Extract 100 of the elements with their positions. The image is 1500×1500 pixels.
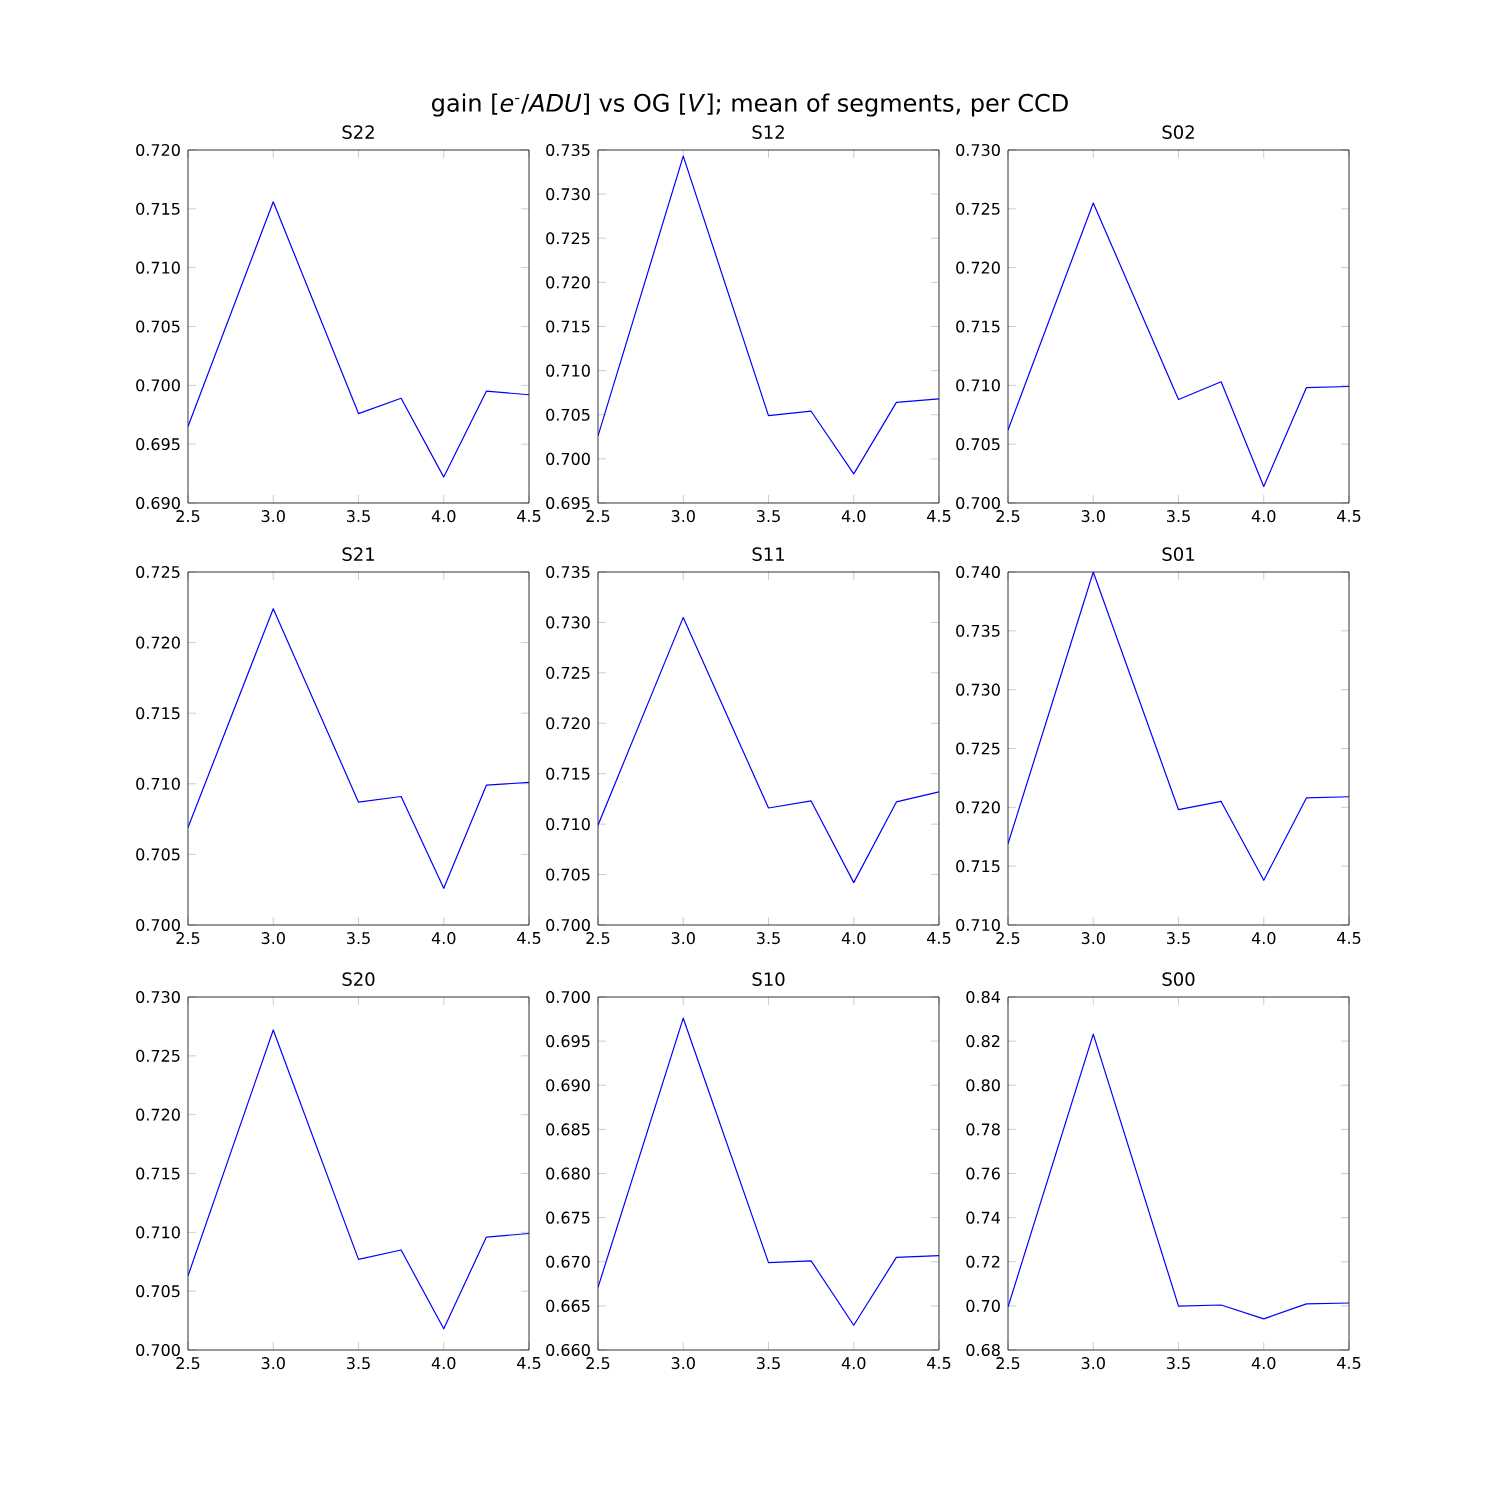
y-tick-label: 0.705 <box>956 438 1000 451</box>
line-series <box>1008 1033 1350 1320</box>
x-tick-label: 4.5 <box>1337 510 1361 522</box>
y-tick-label: 0.715 <box>956 320 1000 333</box>
y-tick-label: 0.710 <box>546 818 590 831</box>
x-tick-label: 3.5 <box>757 932 780 945</box>
y-tick-label: 0.710 <box>546 364 590 377</box>
y-tick-label: 0.730 <box>546 188 590 201</box>
y-tick-label: 0.700 <box>546 990 590 1004</box>
y-tick-label: 0.735 <box>956 624 1000 637</box>
y-tick-label: 0.705 <box>546 408 590 421</box>
y-tick-label: 0.705 <box>136 848 180 861</box>
line-series <box>1008 202 1350 488</box>
x-tick-label: 3.0 <box>261 510 285 523</box>
y-tick-label: 0.715 <box>136 707 180 720</box>
y-tick-label: 0.710 <box>136 1226 180 1239</box>
x-tick-label: 3.0 <box>671 932 695 945</box>
x-tick-label: 3.0 <box>671 1357 695 1370</box>
y-tick-label: 0.730 <box>136 990 180 1004</box>
y-tick-label: 0.725 <box>956 202 1000 215</box>
x-tick-label: 3.0 <box>1081 932 1105 945</box>
line-series <box>598 155 940 475</box>
chart-title: S01 <box>1162 547 1195 561</box>
y-tick-label: 0.730 <box>956 683 1000 696</box>
y-tick-label: 0.725 <box>136 565 180 579</box>
x-tick-label: 3.0 <box>1081 510 1105 523</box>
x-tick-label: 4.0 <box>431 510 456 523</box>
y-tick-label: 0.695 <box>136 438 180 451</box>
y-tick-label: 0.720 <box>546 276 590 289</box>
x-tick-label: 3.5 <box>347 510 370 523</box>
y-tick-label: 0.80 <box>966 1079 1000 1092</box>
x-tick-label: 3.5 <box>1167 1357 1190 1370</box>
y-tick-label: 0.82 <box>966 1035 1000 1048</box>
y-tick-label: 0.74 <box>966 1211 1001 1224</box>
y-tick-label: 0.665 <box>546 1299 590 1312</box>
y-tick-label: 0.72 <box>966 1255 1000 1268</box>
x-tick-label: 3.5 <box>757 1357 780 1370</box>
y-tick-label: 0.84 <box>966 990 1001 1004</box>
y-tick-label: 0.735 <box>546 565 590 579</box>
x-tick-label: 4.0 <box>1251 1357 1276 1370</box>
y-tick-label: 0.68 <box>966 1343 1000 1357</box>
y-tick-label: 0.725 <box>546 232 590 245</box>
y-tick-label: 0.695 <box>546 496 590 510</box>
x-tick-label: 4.5 <box>1337 932 1361 944</box>
x-tick-label: 3.0 <box>261 1357 285 1370</box>
y-tick-label: 0.70 <box>966 1299 1000 1312</box>
x-tick-label: 3.5 <box>1167 510 1190 523</box>
y-tick-label: 0.720 <box>546 717 590 730</box>
line-series <box>598 1017 940 1326</box>
y-tick-label: 0.710 <box>956 379 1000 392</box>
y-tick-label: 0.690 <box>546 1079 590 1092</box>
y-tick-label: 0.710 <box>956 918 1000 932</box>
x-tick-label: 4.0 <box>841 1357 866 1370</box>
y-tick-label: 0.700 <box>546 918 590 932</box>
x-tick-label: 4.5 <box>1337 1357 1361 1369</box>
chart-title: S02 <box>1162 125 1194 139</box>
chart-title: S11 <box>752 547 784 561</box>
x-tick-label: 4.5 <box>517 1357 541 1369</box>
line-series <box>188 1029 530 1330</box>
y-tick-label: 0.725 <box>956 742 1000 755</box>
chart-title: S12 <box>752 125 784 139</box>
x-tick-label: 3.0 <box>261 932 285 945</box>
chart-title: S22 <box>342 125 374 139</box>
y-tick-label: 0.690 <box>136 496 180 510</box>
x-tick-label: 3.5 <box>1167 932 1190 945</box>
y-tick-label: 0.675 <box>546 1211 590 1224</box>
x-tick-label: 4.0 <box>1251 510 1276 523</box>
y-tick-label: 0.710 <box>136 261 180 274</box>
x-tick-label: 2.5 <box>996 932 1020 945</box>
y-tick-label: 0.720 <box>136 1108 180 1121</box>
y-tick-label: 0.730 <box>546 616 590 629</box>
y-tick-label: 0.705 <box>136 1285 180 1298</box>
chart-title: S10 <box>752 972 785 986</box>
x-tick-label: 4.5 <box>517 932 541 944</box>
x-tick-label: 2.5 <box>176 932 200 945</box>
y-tick-label: 0.715 <box>956 860 1000 873</box>
x-tick-label: 4.5 <box>927 932 951 944</box>
y-tick-label: 0.705 <box>546 868 590 881</box>
y-tick-label: 0.700 <box>136 379 180 392</box>
x-tick-label: 3.5 <box>757 510 780 523</box>
y-tick-label: 0.715 <box>136 1167 180 1180</box>
chart-title: S20 <box>342 972 375 986</box>
y-tick-label: 0.720 <box>956 261 1000 274</box>
line-series <box>188 608 530 889</box>
y-tick-label: 0.700 <box>546 452 590 465</box>
x-tick-label: 4.5 <box>927 1357 951 1369</box>
y-tick-label: 0.730 <box>956 143 1000 157</box>
y-tick-label: 0.76 <box>966 1167 1000 1180</box>
y-tick-label: 0.680 <box>546 1167 590 1180</box>
x-tick-label: 4.5 <box>927 510 951 522</box>
y-tick-label: 0.78 <box>966 1123 1000 1136</box>
y-tick-label: 0.715 <box>136 202 180 215</box>
x-tick-label: 4.0 <box>841 932 866 945</box>
x-tick-label: 2.5 <box>176 510 200 523</box>
x-tick-label: 2.5 <box>586 510 610 523</box>
line-series <box>1008 571 1350 881</box>
x-tick-label: 2.5 <box>586 1357 610 1370</box>
x-tick-label: 2.5 <box>996 1357 1020 1370</box>
y-tick-label: 0.720 <box>136 143 180 157</box>
y-tick-label: 0.685 <box>546 1123 590 1136</box>
